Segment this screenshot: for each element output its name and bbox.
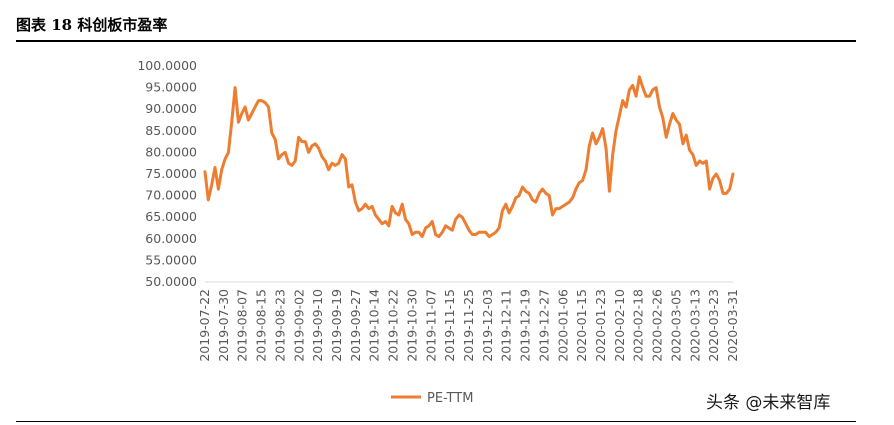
y-tick-label: 55.0000 <box>145 252 197 267</box>
x-tick-label: 2019-09-27 <box>348 289 363 362</box>
x-tick-label: 2019-09-02 <box>291 289 306 362</box>
x-tick-label: 2020-03-31 <box>725 289 740 362</box>
x-tick-label: 2019-09-10 <box>310 289 325 362</box>
x-tick-label: 2020-02-18 <box>631 289 646 362</box>
y-tick-label: 60.0000 <box>145 231 197 246</box>
x-tick-label: 2019-12-19 <box>518 289 533 362</box>
y-tick-label: 85.0000 <box>145 123 197 138</box>
y-tick-label: 65.0000 <box>145 209 197 224</box>
y-tick-label: 80.0000 <box>145 144 197 159</box>
axis-layer: 100.0000 95.0000 90.0000 85.0000 80.0000 75.0… <box>137 58 740 362</box>
x-tick-label: 2019-10-14 <box>367 289 382 362</box>
y-tick-label: 90.0000 <box>145 101 197 116</box>
x-tick-label: 2020-01-06 <box>555 289 570 362</box>
y-tick-label: 70.0000 <box>145 188 197 203</box>
x-tick-label: 2020-01-23 <box>593 289 608 362</box>
x-tick-label: 2020-01-15 <box>574 289 589 362</box>
y-tick-label: 50.0000 <box>145 274 197 289</box>
x-tick-label: 2020-03-13 <box>687 289 702 362</box>
x-tick-label: 2019-10-22 <box>386 289 401 362</box>
x-tick-label: 2019-08-23 <box>272 289 287 362</box>
x-tick-label: 2019-12-03 <box>480 289 495 362</box>
chart-legend: PE-TTM <box>391 391 473 406</box>
y-tick-label: 95.0000 <box>145 80 197 95</box>
x-tick-label: 2019-11-25 <box>461 289 476 362</box>
x-tick-label: 2019-08-15 <box>254 289 269 362</box>
watermark: 头条 @未来智库 <box>706 393 831 413</box>
x-tick-label: 2019-08-07 <box>235 289 250 362</box>
figure-title: 图表 18 科创板市盈率 <box>16 16 168 34</box>
x-tick-label: 2020-02-26 <box>650 289 665 362</box>
x-tick-label: 2019-12-27 <box>536 289 551 362</box>
legend-label: PE-TTM <box>427 391 473 406</box>
plot-layer <box>203 75 735 239</box>
x-tick-label: 2019-11-15 <box>442 289 457 362</box>
x-tick-label: 2020-02-10 <box>612 289 627 362</box>
x-tick-label: 2020-03-05 <box>668 289 683 362</box>
x-tick-label: 2020-03-23 <box>706 289 721 362</box>
y-tick-label: 100.0000 <box>137 58 197 73</box>
x-tick-label: 2019-12-11 <box>499 289 514 362</box>
x-tick-label: 2019-09-19 <box>329 289 344 362</box>
title-rule <box>16 40 856 42</box>
series-line-0 <box>203 75 735 239</box>
x-tick-label: 2019-11-07 <box>423 289 438 362</box>
bottom-rule <box>16 421 856 422</box>
x-tick-label: 2019-10-30 <box>404 289 419 362</box>
x-tick-label: 2019-07-30 <box>216 289 231 362</box>
x-tick-label: 2019-07-22 <box>197 289 212 362</box>
y-tick-label: 75.0000 <box>145 166 197 181</box>
